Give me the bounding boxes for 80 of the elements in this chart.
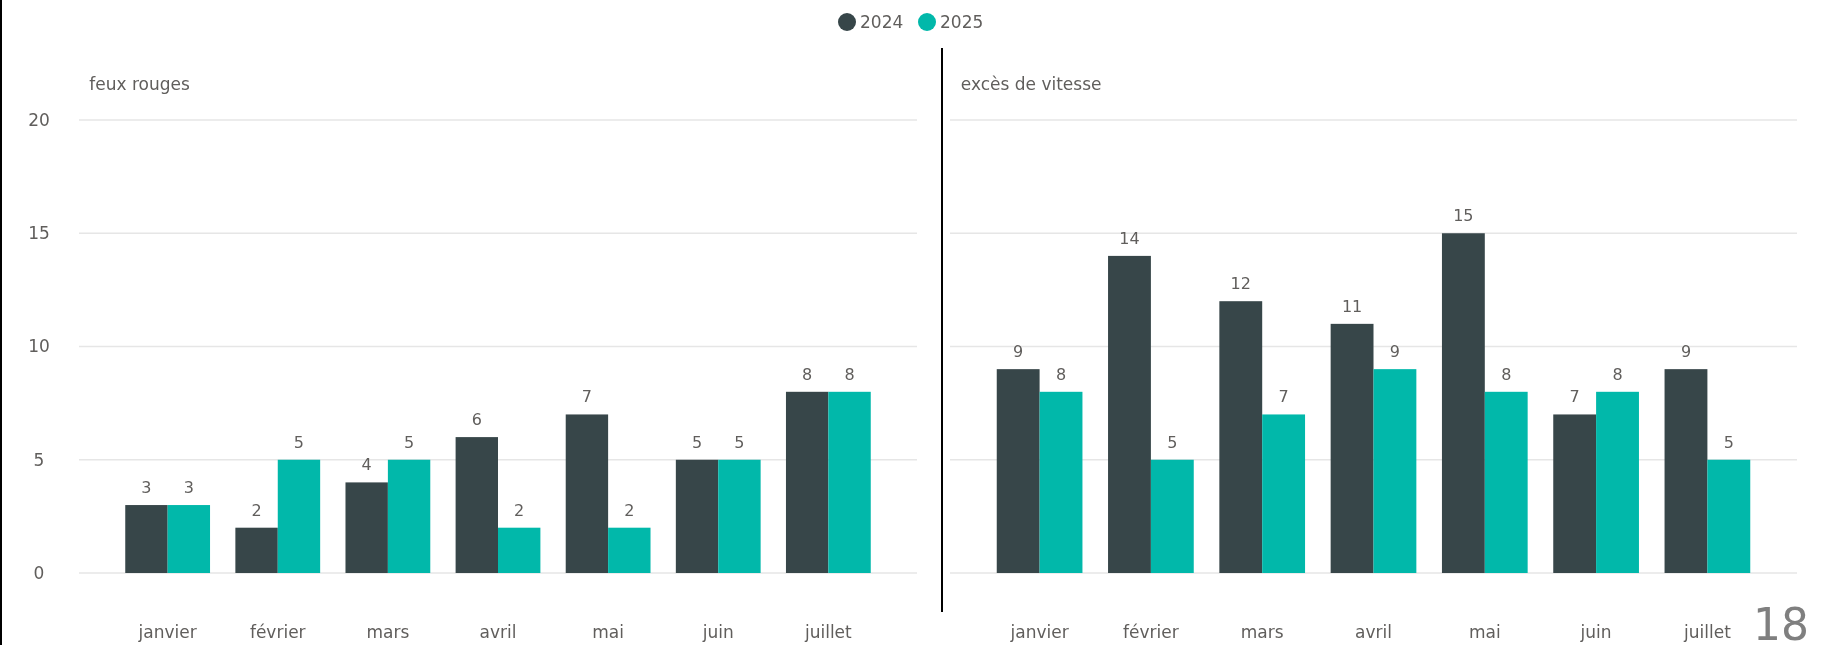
data-label: 15	[1453, 206, 1474, 226]
data-label: 7	[1569, 387, 1580, 407]
data-label: 5	[734, 432, 745, 452]
bar	[828, 391, 871, 573]
bar	[167, 505, 211, 573]
data-label: 9	[1680, 342, 1692, 362]
x-tick-label: mai	[1468, 622, 1501, 642]
bar	[1596, 391, 1639, 573]
bar	[345, 482, 388, 573]
x-tick-label: janvier	[137, 622, 197, 642]
x-tick-label: février	[249, 622, 306, 642]
bar	[498, 527, 541, 573]
bar	[785, 391, 829, 573]
bar	[1039, 391, 1083, 573]
bar	[1707, 459, 1751, 573]
data-label: 5	[1167, 432, 1178, 452]
x-tick-label: mars	[1240, 622, 1284, 642]
y-tick-label: 20	[28, 109, 50, 130]
data-label: 7	[581, 387, 593, 407]
data-label: 11	[1341, 296, 1363, 316]
data-label: 5	[1723, 432, 1734, 452]
data-label: 4	[361, 455, 372, 475]
data-label: 14	[1119, 228, 1140, 248]
bar	[235, 527, 278, 573]
data-label: 8	[1501, 364, 1512, 384]
data-label: 5	[403, 432, 415, 452]
bar	[1108, 255, 1151, 573]
bar	[1219, 301, 1263, 573]
x-tick-label: juillet	[803, 622, 853, 642]
bar	[277, 459, 321, 573]
x-tick-label: juin	[701, 622, 734, 642]
data-label: 6	[471, 410, 482, 430]
chart-title: excès de vitesse	[960, 74, 1102, 94]
data-label: 9	[1013, 342, 1024, 362]
bar	[675, 459, 719, 573]
x-tick-label: février	[1123, 622, 1179, 642]
bar	[1553, 414, 1597, 573]
data-label: 2	[624, 500, 635, 520]
bar	[125, 505, 168, 573]
chart-title: feux rouges	[89, 74, 190, 94]
data-label: 5	[293, 432, 305, 452]
bar	[387, 459, 431, 573]
x-tick-label: juillet	[1683, 622, 1732, 642]
bar	[996, 369, 1040, 573]
bar	[718, 459, 761, 573]
bar	[565, 414, 609, 573]
data-label: 8	[1612, 364, 1623, 384]
bar	[1262, 414, 1306, 573]
x-tick-label: mars	[366, 622, 410, 642]
bar	[1330, 323, 1374, 573]
bar	[1441, 233, 1485, 573]
bar	[1484, 391, 1528, 573]
data-label: 8	[802, 364, 813, 384]
legend-label: 2025	[940, 11, 984, 32]
y-tick-label: 0	[33, 562, 45, 583]
data-label: 8	[844, 364, 855, 384]
x-tick-label: juin	[1579, 622, 1612, 642]
bar	[1664, 369, 1708, 573]
data-label: 8	[1055, 364, 1067, 384]
data-label: 2	[251, 500, 262, 520]
bar	[455, 437, 498, 573]
data-label: 12	[1230, 274, 1251, 294]
data-label: 3	[183, 478, 194, 498]
bar	[608, 527, 651, 573]
y-tick-label: 5	[33, 449, 45, 470]
text: 18	[1753, 599, 1809, 645]
x-tick-label: avril	[479, 622, 517, 642]
data-label: 7	[1278, 387, 1289, 407]
bar	[1373, 369, 1417, 573]
legend-label: 2024	[860, 11, 904, 32]
data-label: 3	[141, 478, 152, 498]
bar	[1150, 459, 1194, 573]
data-label: 9	[1389, 342, 1401, 362]
x-tick-label: avril	[1355, 622, 1392, 642]
y-tick-label: 10	[28, 336, 50, 357]
y-tick-label: 15	[28, 223, 50, 244]
data-label: 5	[691, 432, 703, 452]
data-label: 2	[514, 500, 525, 520]
x-tick-label: mai	[592, 622, 624, 642]
x-tick-label: janvier	[1009, 622, 1069, 642]
